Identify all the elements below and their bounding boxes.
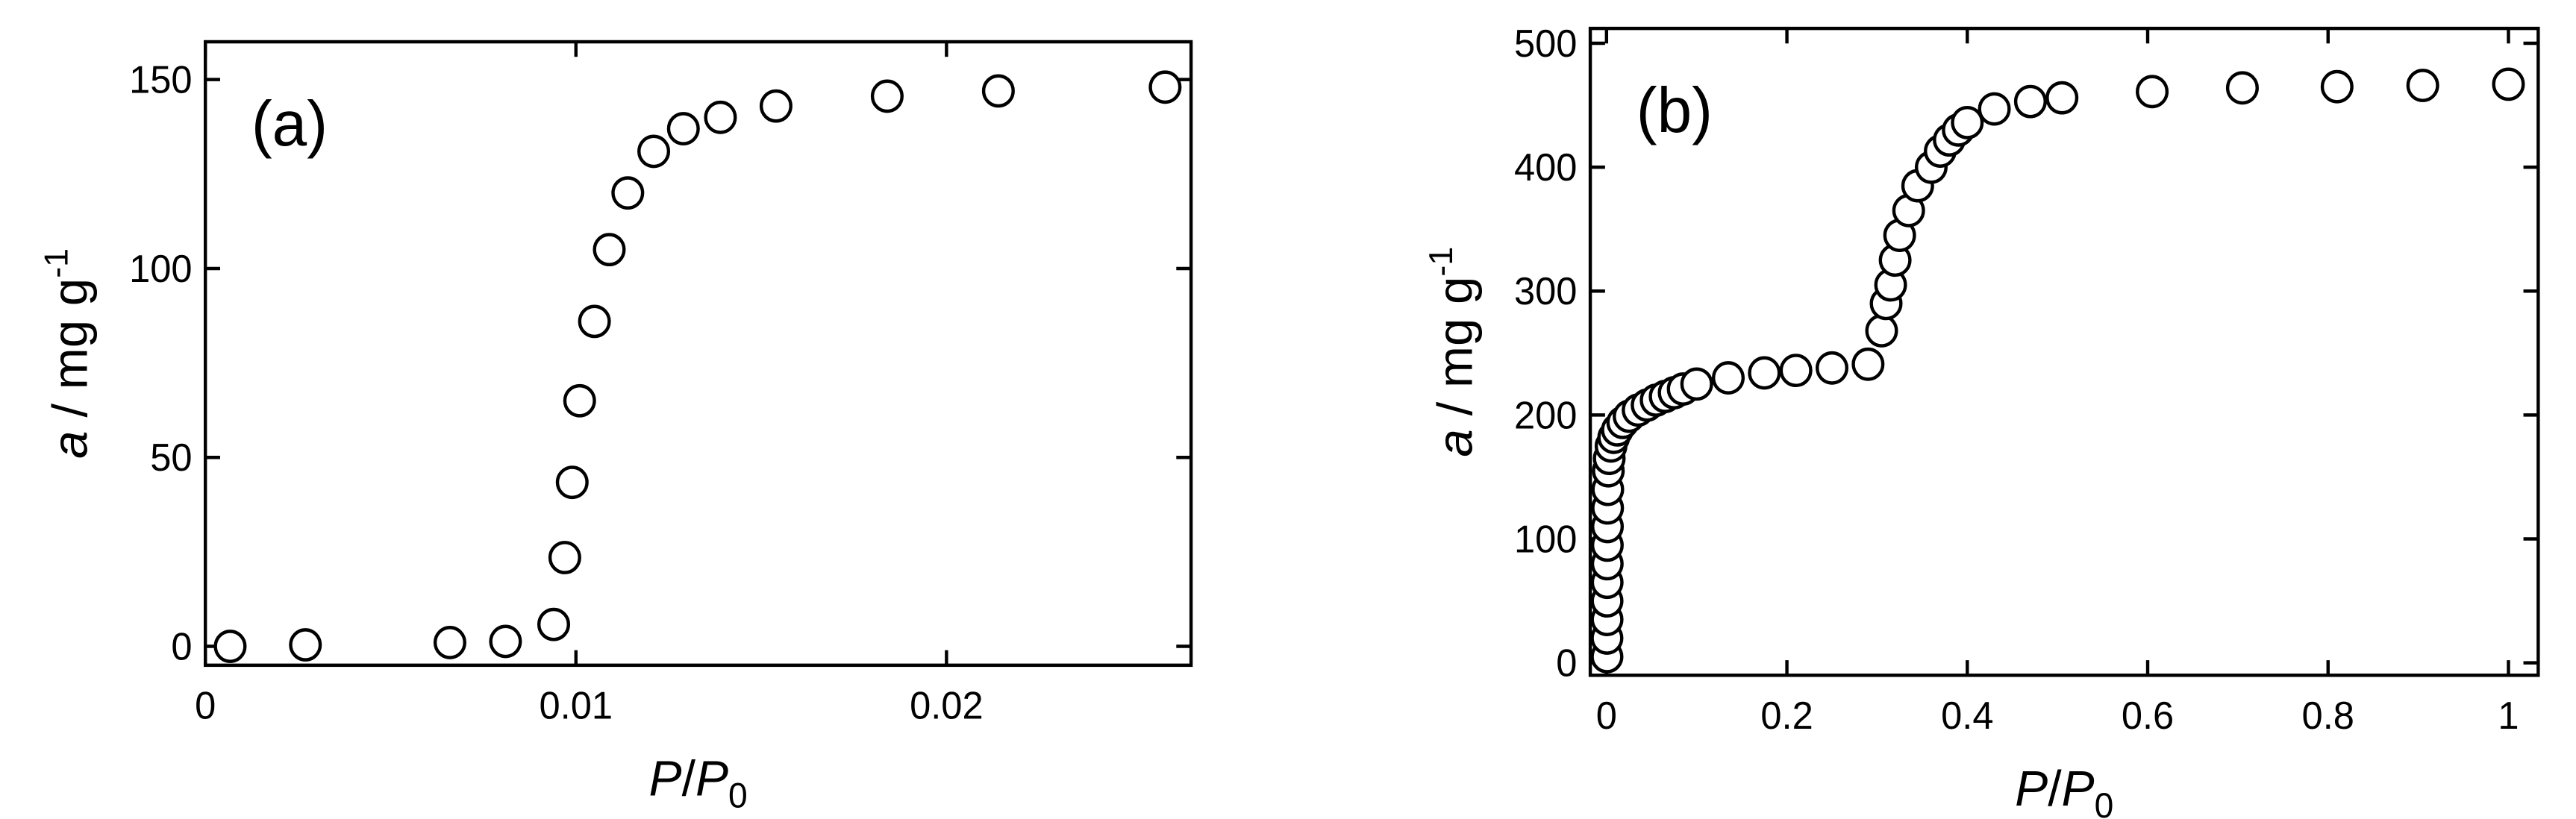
y-label-sup: -1 <box>1423 247 1460 277</box>
data-point <box>593 233 626 267</box>
data-point <box>611 176 645 210</box>
y-axis-label: a / mg g-1 <box>39 248 99 459</box>
x-label-sub: 0 <box>728 776 748 815</box>
y-label-var: a <box>43 431 98 459</box>
y-tick-label: 100 <box>129 247 192 290</box>
data-point <box>2045 81 2079 115</box>
x-tick-label: 0.8 <box>2302 694 2354 738</box>
y-label-unit: / mg g <box>1428 277 1483 416</box>
y-tick-label: 0 <box>1556 641 1577 685</box>
data-point <box>1680 367 1713 401</box>
x-label-var: P <box>2062 762 2095 818</box>
data-point <box>1779 354 1813 388</box>
data-point <box>1851 347 1885 381</box>
y-tick-label: 200 <box>1514 394 1577 437</box>
data-point <box>2225 71 2259 105</box>
x-tick-label: 0 <box>195 684 216 727</box>
y-label-sup: -1 <box>39 248 75 278</box>
data-point <box>2406 69 2439 102</box>
data-point <box>2136 75 2169 109</box>
panel-label: (a) <box>251 88 328 159</box>
y-tick-label: 500 <box>1514 22 1577 66</box>
data-point <box>1951 105 1984 139</box>
x-tick-label: 1 <box>2498 694 2519 738</box>
data-point <box>759 89 793 123</box>
data-point <box>2013 84 2047 119</box>
data-point <box>489 624 522 659</box>
x-label-slash: / <box>682 751 696 807</box>
y-tick-label: 400 <box>1514 146 1577 189</box>
y-tick-label: 100 <box>1514 518 1577 561</box>
x-tick-label: 0.4 <box>1941 694 1993 738</box>
data-point <box>666 112 700 145</box>
data-point <box>637 134 671 169</box>
panel: 0 0.2 0.4 0.6 0.8 10100200300400500(b)P/P0a/ … <box>1423 22 2540 819</box>
data-point <box>1865 314 1898 348</box>
data-point <box>870 79 904 113</box>
x-label-var: P <box>2015 762 2048 818</box>
data-point <box>433 626 466 659</box>
panel-label: (b) <box>1636 75 1713 145</box>
x-label-sub: 0 <box>2095 785 2114 819</box>
data-point <box>213 630 247 663</box>
y-tick-label: 150 <box>129 58 192 101</box>
x-tick-label: 0.6 <box>2122 694 2174 738</box>
x-label-slash: / <box>2048 762 2062 818</box>
data-point <box>555 465 589 500</box>
x-axis-label: P/P0 <box>2015 762 2113 819</box>
data-point <box>578 304 611 339</box>
x-tick-label: 0.02 <box>910 684 984 727</box>
data-point <box>563 383 596 418</box>
y-tick-label: 0 <box>171 625 192 668</box>
data-point <box>1815 351 1849 385</box>
x-tick-label: 0.2 <box>1760 694 1813 738</box>
data-point <box>1978 92 2011 126</box>
data-point <box>537 607 570 641</box>
data-point <box>289 628 322 662</box>
data-point <box>2492 67 2525 101</box>
plot-frame <box>1588 26 2540 677</box>
y-axis-label: a / mg g-1 <box>1423 247 1483 457</box>
y-label-var: a <box>1428 429 1483 456</box>
y-tick-label: 300 <box>1514 270 1577 313</box>
data-point <box>704 100 737 134</box>
x-tick-label: 0.01 <box>540 684 613 727</box>
data-point <box>2320 69 2354 104</box>
y-label-unit: / mg g <box>43 278 98 418</box>
data-point <box>1748 356 1781 390</box>
data-point <box>548 541 581 574</box>
data-point <box>981 74 1015 108</box>
data-point <box>1148 70 1182 104</box>
data-point <box>1711 361 1745 395</box>
x-tick-label: 0 <box>1596 694 1617 738</box>
y-tick-label: 50 <box>150 436 192 480</box>
x-label-var: P <box>695 751 729 807</box>
x-axis-label: P/P0 <box>649 751 748 815</box>
plot-frame <box>203 40 1193 668</box>
x-label-var: P <box>649 751 683 807</box>
